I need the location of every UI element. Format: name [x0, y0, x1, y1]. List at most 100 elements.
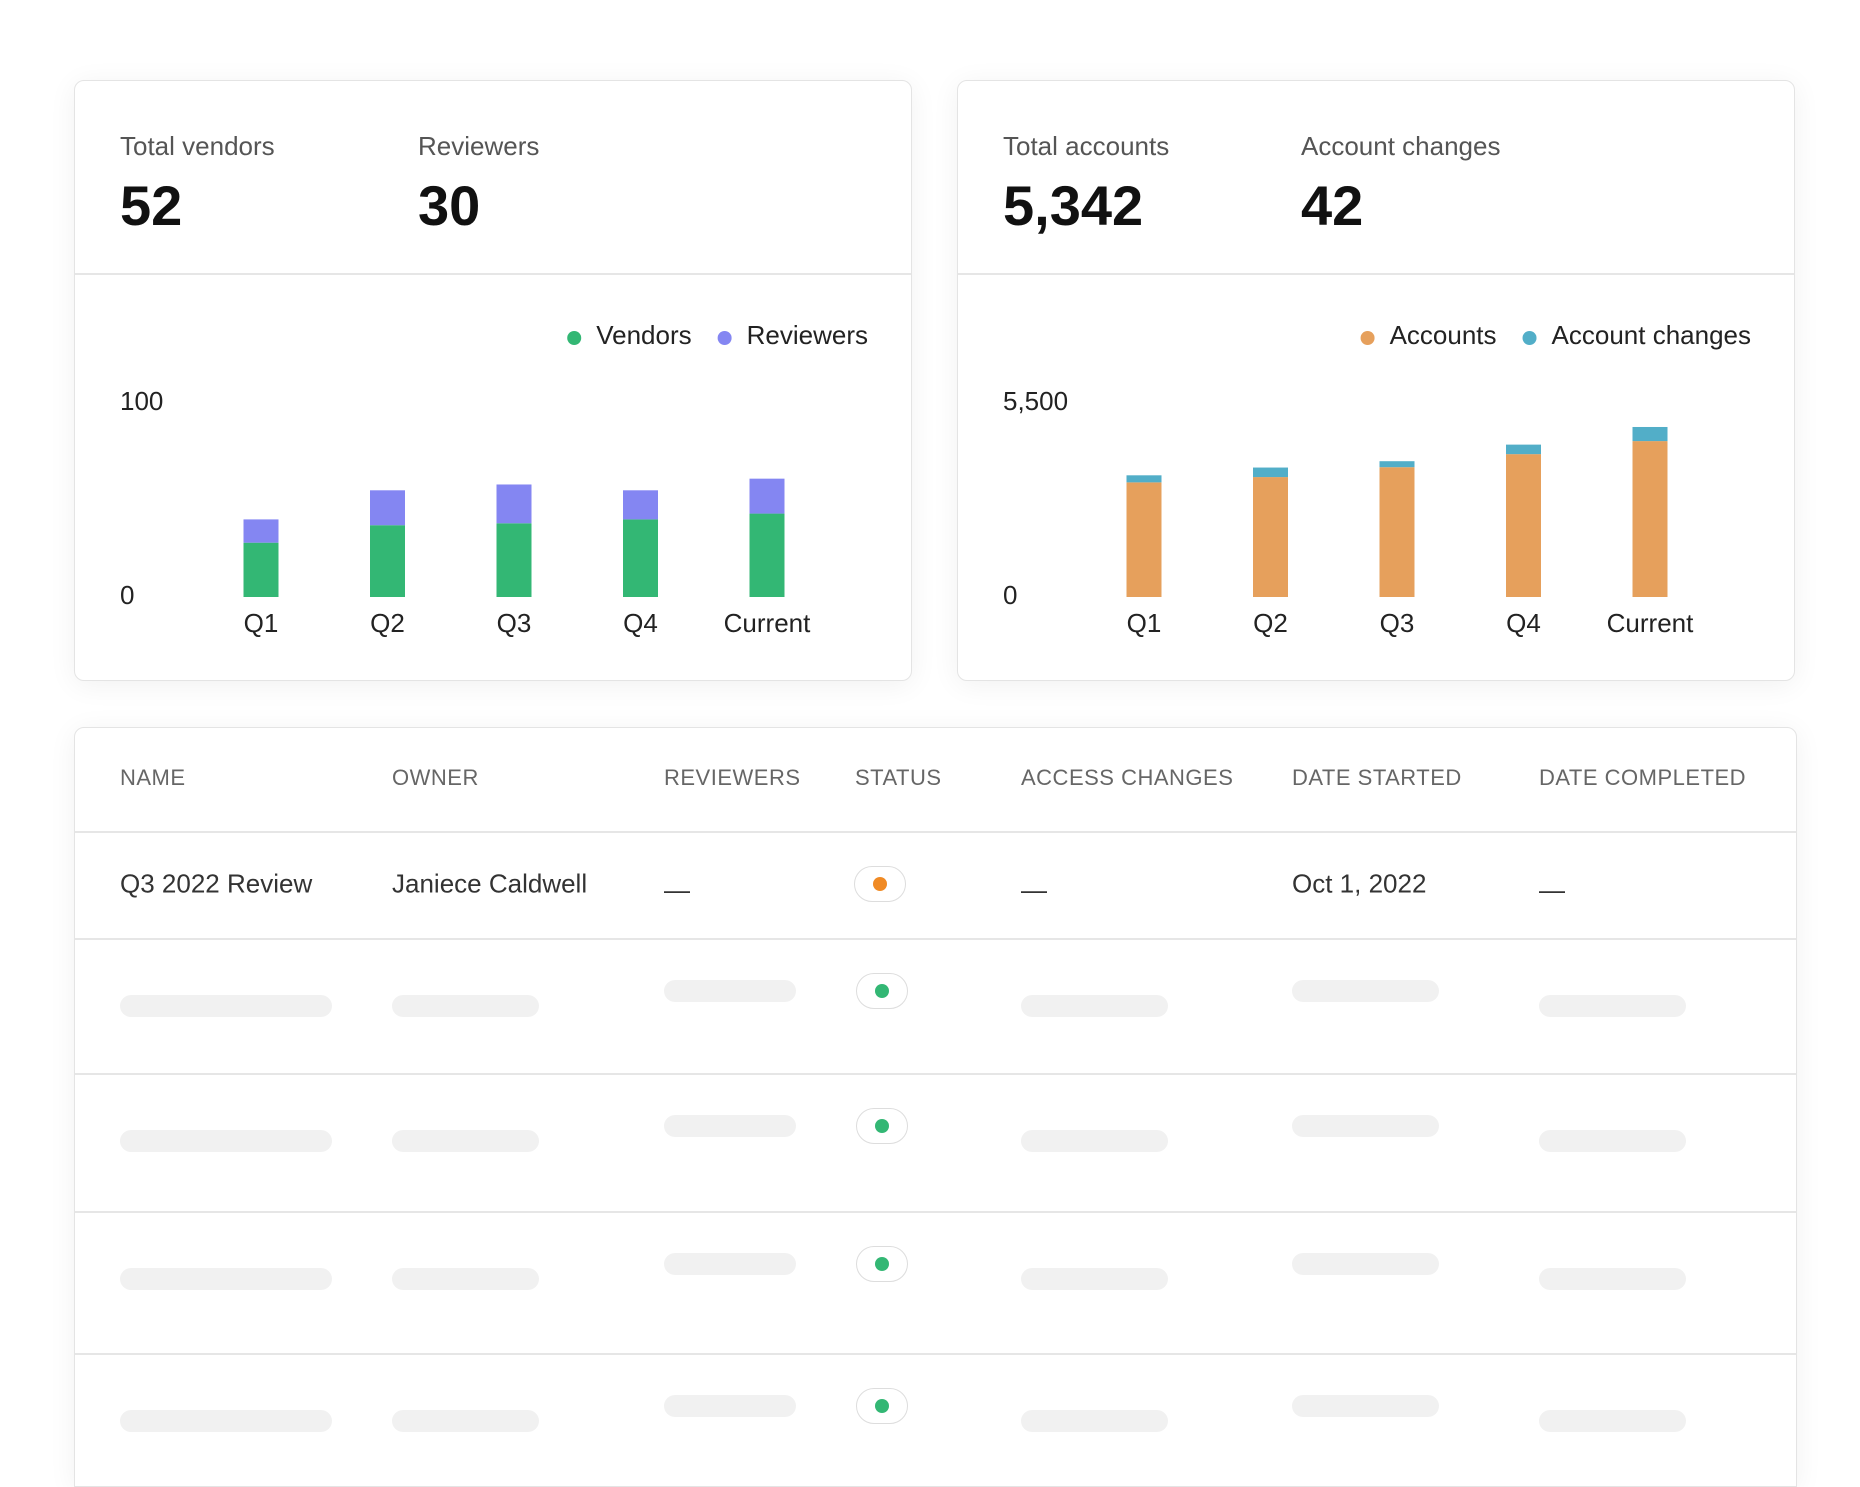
status-dot	[875, 1257, 889, 1271]
status-dot	[873, 877, 887, 891]
skeleton	[392, 1130, 539, 1152]
skeleton	[120, 995, 332, 1017]
bar-segment	[1632, 426, 1668, 442]
bar-segment	[623, 490, 658, 520]
skeleton	[1021, 1410, 1168, 1432]
bar-segment	[749, 513, 785, 597]
bar-segment	[496, 484, 532, 524]
x-tick-label: Current	[724, 608, 811, 638]
row-divider	[75, 831, 1796, 833]
skeleton	[1021, 995, 1168, 1017]
stat-value: 52	[120, 174, 183, 237]
x-tick-label: Q1	[1127, 608, 1162, 638]
bar-segment	[1253, 477, 1288, 597]
legend-dot	[1522, 331, 1537, 345]
bar-segment	[1506, 454, 1541, 597]
x-tick-label: Q3	[497, 608, 532, 638]
cell: Janiece Caldwell	[392, 868, 588, 899]
chart: 0 100 Q1 Q2 Q3 Q4 Current Reviewers Vendors	[120, 320, 868, 638]
skeleton	[1292, 1253, 1439, 1275]
status-dot	[875, 1399, 889, 1413]
bar-segment	[623, 519, 658, 597]
x-tick-label: Q4	[623, 608, 658, 638]
skeleton	[1539, 1268, 1686, 1290]
bar-segment	[1126, 475, 1162, 483]
column-header: OWNER	[392, 765, 479, 790]
legend-label: Accounts	[1390, 320, 1497, 350]
x-tick-label: Current	[1607, 608, 1694, 638]
legend-dot	[567, 331, 582, 345]
y-tick-label: 5,500	[1003, 386, 1068, 416]
skeleton	[392, 1410, 539, 1432]
legend-dot	[1360, 331, 1375, 345]
bar-segment	[1379, 467, 1415, 597]
status-pill	[856, 1388, 908, 1424]
cell[interactable]: Q3 2022 Review	[120, 868, 313, 899]
bar-segment	[370, 490, 405, 526]
skeleton	[664, 1395, 796, 1417]
bar-segment	[1379, 461, 1415, 468]
stat-label: Reviewers	[418, 131, 540, 161]
x-tick-label: Q2	[370, 608, 405, 638]
skeleton	[120, 1130, 332, 1152]
x-tick-label: Q2	[1253, 608, 1288, 638]
bar-segment	[243, 542, 279, 597]
skeleton	[1539, 995, 1686, 1017]
skeleton	[664, 980, 796, 1002]
column-header: REVIEWERS	[664, 765, 801, 790]
column-header: ACCESS CHANGES	[1021, 765, 1234, 790]
y-tick-label: 0	[1003, 580, 1017, 610]
x-tick-label: Q4	[1506, 608, 1541, 638]
stat-label: Account changes	[1301, 131, 1501, 161]
bar-segment	[1253, 467, 1288, 478]
status-pill	[854, 866, 906, 902]
y-tick-label: 0	[120, 580, 134, 610]
column-header: STATUS	[855, 765, 942, 790]
row-divider	[75, 1073, 1796, 1075]
bar-segment	[243, 519, 279, 543]
stat-label: Total accounts	[1003, 131, 1170, 161]
table-card: NAME OWNER REVIEWERS STATUS ACCESS CHANG…	[74, 727, 1797, 1487]
stat-value: 42	[1301, 174, 1364, 237]
legend-dot	[717, 331, 732, 345]
y-tick-label: 100	[120, 386, 163, 416]
vendors-card: Total vendors 52 Reviewers 30 0 100 Q1 Q2 Q3…	[74, 80, 912, 681]
stat-label: Total vendors	[120, 131, 275, 161]
accounts-card: Total accounts 5,342 Account changes 42 …	[957, 80, 1795, 681]
status-dot	[875, 1119, 889, 1133]
cell: Oct 1, 2022	[1292, 868, 1427, 899]
chart: 0 5,500 Q1 Q2 Q3 Q4 Current Account changes Acco…	[1003, 320, 1751, 638]
x-tick-label: Q1	[244, 608, 279, 638]
skeleton	[1539, 1410, 1686, 1432]
bar-segment	[1632, 441, 1668, 597]
legend-label: Reviewers	[747, 320, 868, 350]
x-tick-label: Q3	[1380, 608, 1415, 638]
stat-value: 30	[418, 174, 481, 237]
bar-segment	[749, 478, 785, 514]
skeleton	[664, 1115, 796, 1137]
skeleton	[1021, 1130, 1168, 1152]
skeleton	[120, 1268, 332, 1290]
bar-segment	[1126, 482, 1162, 597]
skeleton	[664, 1253, 796, 1275]
bar-segment	[1506, 444, 1541, 455]
skeleton	[392, 995, 539, 1017]
status-pill	[856, 1108, 908, 1144]
row-divider	[75, 1211, 1796, 1213]
bar-segment	[496, 523, 532, 597]
row-divider	[75, 1353, 1796, 1355]
cell: —	[1539, 874, 1565, 905]
status-dot	[875, 984, 889, 998]
legend-label: Account changes	[1552, 320, 1751, 350]
column-header: DATE STARTED	[1292, 765, 1462, 790]
cell: —	[664, 874, 690, 905]
skeleton	[1021, 1268, 1168, 1290]
status-pill	[856, 973, 908, 1009]
cell: —	[1021, 874, 1047, 905]
legend-label: Vendors	[596, 320, 691, 350]
skeleton	[1292, 1115, 1439, 1137]
status-pill	[856, 1246, 908, 1282]
skeleton	[1292, 1395, 1439, 1417]
bar-segment	[370, 525, 405, 597]
